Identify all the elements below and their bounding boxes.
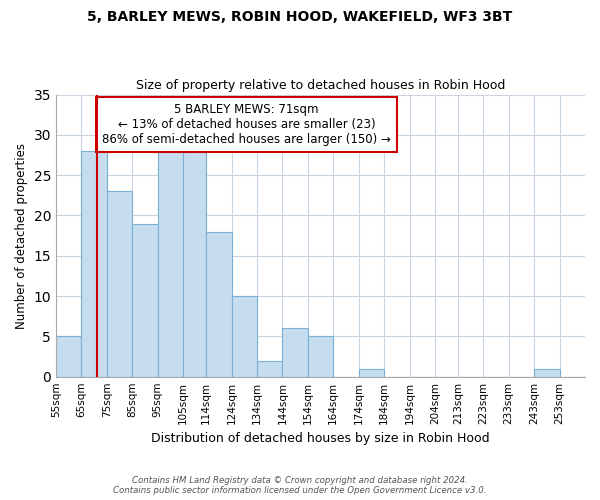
Bar [257, 360, 283, 376]
Y-axis label: Number of detached properties: Number of detached properties [15, 142, 28, 328]
Bar [534, 368, 560, 376]
Bar [56, 336, 82, 376]
Bar [183, 151, 206, 376]
Bar [283, 328, 308, 376]
Text: 5 BARLEY MEWS: 71sqm
← 13% of detached houses are smaller (23)
86% of semi-detac: 5 BARLEY MEWS: 71sqm ← 13% of detached h… [102, 103, 391, 146]
X-axis label: Distribution of detached houses by size in Robin Hood: Distribution of detached houses by size … [151, 432, 490, 445]
Bar [232, 296, 257, 376]
Bar [133, 224, 158, 376]
Bar [308, 336, 333, 376]
Bar [206, 232, 232, 376]
Bar [107, 192, 133, 376]
Bar [359, 368, 384, 376]
Title: Size of property relative to detached houses in Robin Hood: Size of property relative to detached ho… [136, 79, 505, 92]
Text: 5, BARLEY MEWS, ROBIN HOOD, WAKEFIELD, WF3 3BT: 5, BARLEY MEWS, ROBIN HOOD, WAKEFIELD, W… [88, 10, 512, 24]
Bar [82, 151, 107, 376]
Bar [158, 143, 183, 376]
Text: Contains HM Land Registry data © Crown copyright and database right 2024.
Contai: Contains HM Land Registry data © Crown c… [113, 476, 487, 495]
